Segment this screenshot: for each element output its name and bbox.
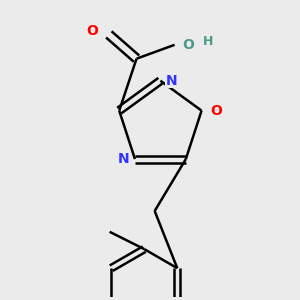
Text: O: O xyxy=(182,38,194,52)
Text: O: O xyxy=(87,24,98,38)
Text: H: H xyxy=(203,35,213,48)
Text: N: N xyxy=(166,74,177,88)
Text: N: N xyxy=(118,152,130,166)
Text: O: O xyxy=(210,103,222,118)
